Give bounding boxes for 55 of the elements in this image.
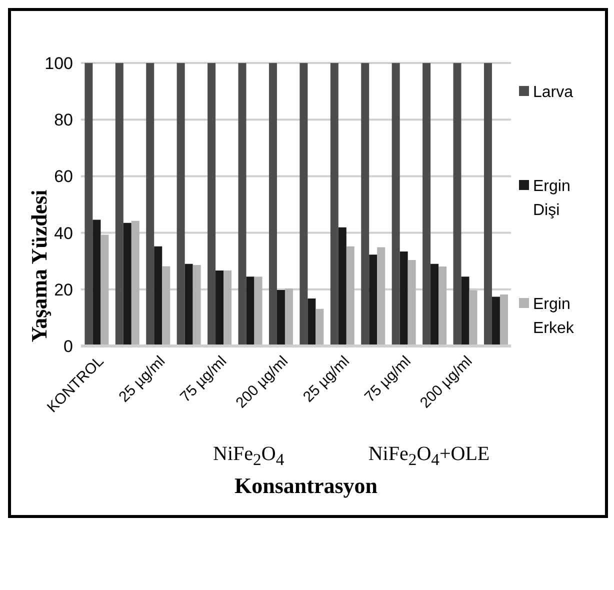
y-tick-label: 60: [54, 167, 73, 186]
bar: [100, 234, 109, 346]
bar: [154, 246, 162, 346]
bar: [192, 265, 201, 346]
bar: [146, 63, 154, 346]
bar: [254, 276, 262, 346]
bar: [238, 63, 246, 346]
bar: [330, 63, 338, 346]
bar: [284, 288, 293, 346]
bar: [500, 294, 508, 346]
bar: [92, 220, 101, 346]
y-axis-title: Yaşama Yüzdesi: [26, 190, 52, 342]
bar: [115, 63, 124, 346]
bar: [400, 251, 408, 346]
bar: [276, 290, 285, 346]
bar: [162, 266, 170, 346]
y-tick-label: 40: [54, 224, 73, 243]
legend-label: Larva: [533, 83, 574, 103]
bar: [492, 296, 500, 346]
legend-label: Ergin Erkek: [533, 295, 575, 339]
bar: [216, 270, 224, 346]
bar: [176, 63, 185, 346]
x-axis-title: Konsantrasyon: [233, 473, 379, 499]
bar: [461, 276, 470, 346]
text: NiFe$_{2}$O$_{4}$+OLE: [368, 443, 490, 470]
bar: [123, 222, 132, 346]
bar: [84, 63, 93, 346]
text: NiFe$_{2}$O$_{4}$: [213, 443, 284, 470]
bar: [453, 63, 462, 346]
bar: [430, 264, 439, 346]
bar: [484, 63, 492, 346]
bar: [184, 264, 193, 346]
y-tick-label: 80: [54, 110, 73, 130]
bar: [308, 298, 316, 346]
legend-label: Ergin Dişi: [533, 177, 572, 221]
bar: [208, 63, 216, 346]
bar: [268, 63, 277, 346]
bar: [377, 247, 386, 346]
bar: [422, 63, 431, 346]
bar: [246, 276, 254, 346]
bar: [131, 220, 140, 346]
bar: [469, 290, 478, 346]
bar: [316, 308, 324, 346]
bar: [300, 63, 308, 346]
bar: [369, 254, 378, 346]
y-tick-label: 100: [44, 54, 73, 74]
bar: [361, 63, 370, 346]
y-tick-label: 0: [64, 337, 73, 356]
y-tick-label: 20: [54, 280, 73, 300]
bar: [438, 266, 447, 346]
bar: [338, 227, 346, 346]
bar: [346, 246, 354, 346]
bar: [224, 270, 232, 346]
bar: [408, 260, 416, 346]
bar: [392, 63, 400, 346]
